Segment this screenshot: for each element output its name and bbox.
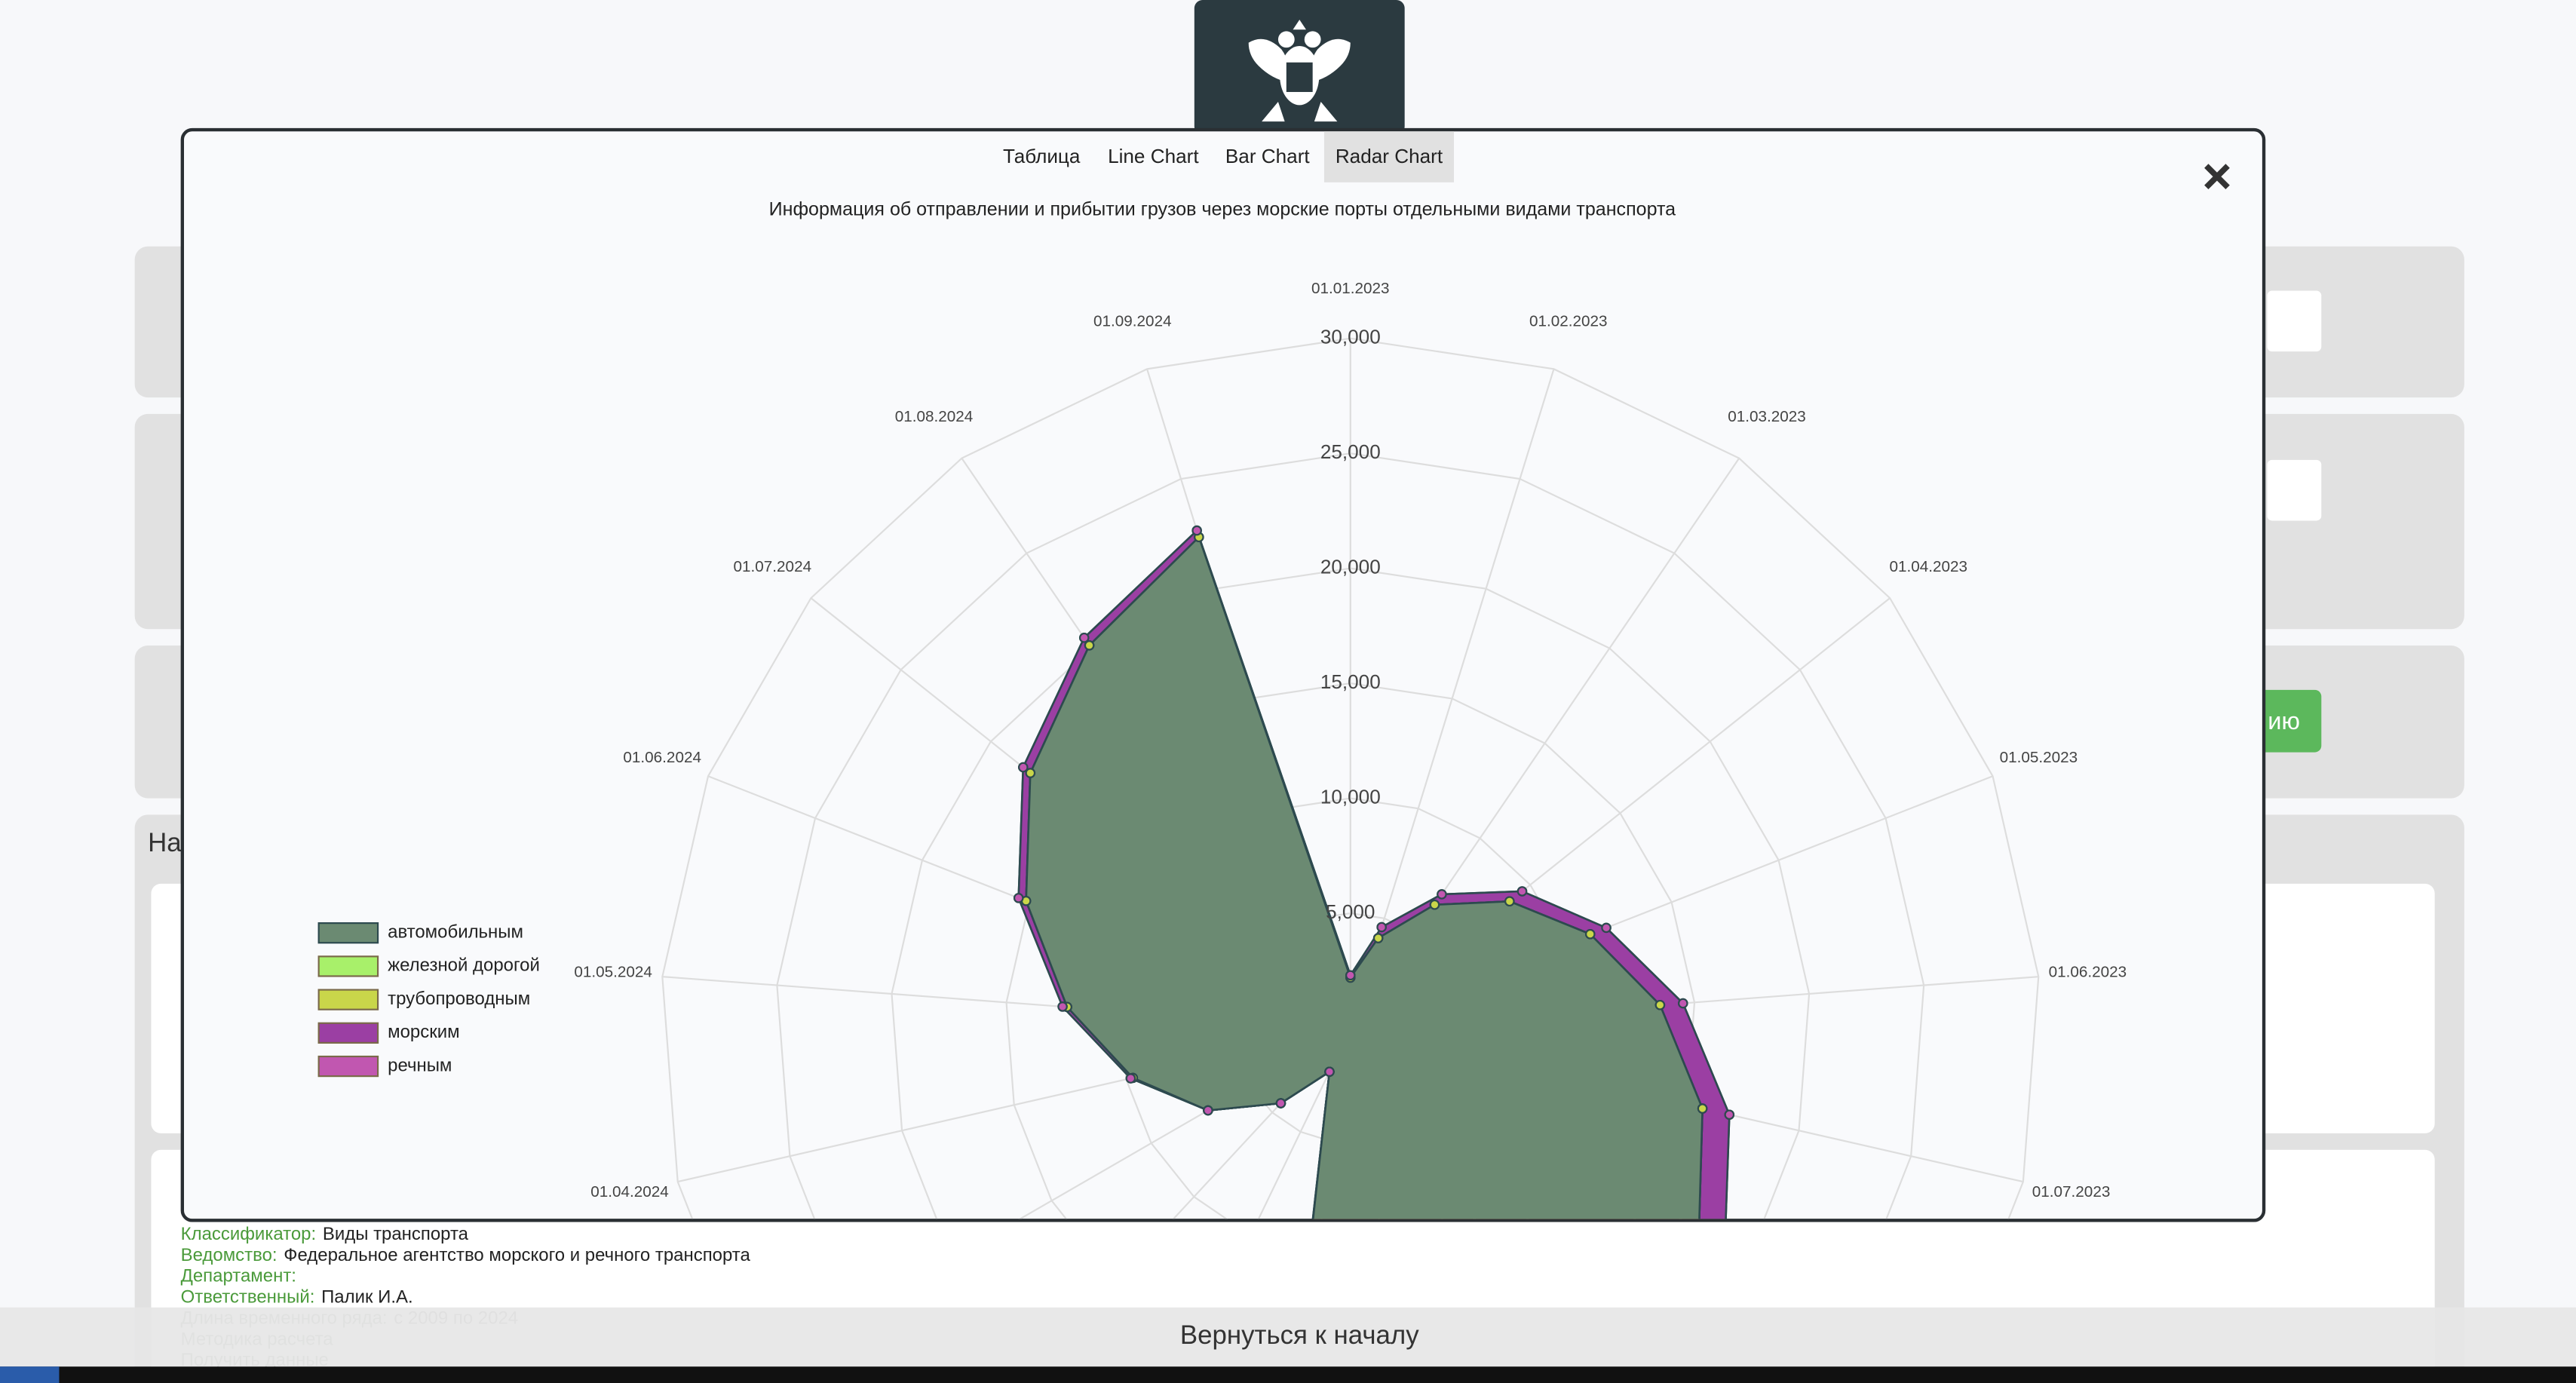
angular-label: 01.04.2024 <box>590 1183 669 1201</box>
angular-label: 01.02.2023 <box>1529 312 1608 330</box>
radar-chart: 5,000 10,000 15,000 20,000 25,000 30,000 01.01… <box>574 280 2127 1219</box>
section-heading: На <box>148 828 182 857</box>
spoke <box>1349 369 1555 1029</box>
data-point[interactable] <box>1203 1105 1213 1116</box>
angular-label: 01.08.2024 <box>895 408 974 425</box>
angular-label: 01.05.2024 <box>574 964 652 981</box>
angular-label: 01.01.2023 <box>1311 280 1390 297</box>
data-point[interactable] <box>1697 1103 1708 1114</box>
data-point[interactable] <box>1724 1109 1735 1120</box>
radial-tick-label: 25,000 <box>1320 440 1381 463</box>
data-point[interactable] <box>1654 1000 1666 1010</box>
legend-label[interactable]: железной дорогой <box>388 955 540 976</box>
legend-swatch[interactable] <box>317 989 379 1010</box>
detail-value: Федеральное агентство морского и речного… <box>284 1245 750 1265</box>
data-point[interactable] <box>1504 896 1515 907</box>
angular-label: 01.06.2024 <box>623 749 701 766</box>
angular-label: 01.05.2023 <box>2000 749 2078 766</box>
angular-label: 01.03.2023 <box>1728 408 1806 425</box>
data-point[interactable] <box>1191 525 1202 536</box>
legend-swatch[interactable] <box>317 1055 379 1078</box>
legend-swatch[interactable] <box>317 922 379 944</box>
series-area <box>1025 535 1704 1219</box>
detail-line: Ответственный: Палик И.А. <box>181 1287 413 1308</box>
grid-polygon <box>776 452 1925 1219</box>
emblem-shield <box>1286 62 1313 92</box>
angular-label: 01.07.2024 <box>734 558 812 575</box>
tab[interactable]: Bar Chart <box>1225 145 1311 167</box>
tab[interactable]: Radar Chart <box>1336 145 1443 167</box>
legend-label[interactable]: морским <box>388 1022 459 1042</box>
data-point[interactable] <box>1025 768 1036 778</box>
data-point[interactable] <box>1057 1001 1068 1012</box>
data-point[interactable] <box>1084 640 1095 651</box>
close-button[interactable] <box>2204 164 2230 190</box>
detail-value: Палик И.А. <box>321 1287 413 1308</box>
data-point[interactable] <box>1678 998 1688 1009</box>
legend-label[interactable]: речным <box>388 1055 452 1075</box>
data-point[interactable] <box>1125 1073 1136 1084</box>
taskbar <box>0 1366 2576 1383</box>
radial-tick-label: 20,000 <box>1320 556 1381 578</box>
detail-line: Классификатор: Виды транспорта <box>181 1224 469 1244</box>
data-point[interactable] <box>1376 921 1387 933</box>
grid-polygon <box>891 567 1811 1219</box>
data-point[interactable] <box>1585 928 1596 940</box>
angular-label: 01.07.2023 <box>2032 1183 2111 1201</box>
input-field[interactable] <box>2267 290 2322 352</box>
data-point[interactable] <box>1324 1066 1335 1077</box>
data-point[interactable] <box>1013 893 1024 903</box>
detail-label: Департамент: <box>181 1266 296 1286</box>
grid-polygon <box>661 337 2040 1219</box>
tab[interactable]: Line Chart <box>1108 145 1199 167</box>
legend-swatch[interactable] <box>317 955 379 977</box>
detail-line: Департамент: <box>181 1266 296 1286</box>
radial-tick-label: 30,000 <box>1320 326 1381 348</box>
angular-label: 01.04.2023 <box>1889 558 1967 575</box>
angular-label: 01.09.2024 <box>1093 312 1172 330</box>
legend-label[interactable]: автомобильным <box>388 922 523 943</box>
data-point[interactable] <box>1516 886 1528 897</box>
data-point[interactable] <box>1078 633 1090 643</box>
close-icon[interactable] <box>2204 164 2230 190</box>
detail-line: Ведомство: Федеральное агентство морского… <box>181 1245 751 1265</box>
data-point[interactable] <box>1437 889 1447 900</box>
input-field[interactable] <box>2267 459 2322 521</box>
detail-label: Ведомство: <box>181 1245 278 1265</box>
detail-label: Классификатор: <box>181 1224 317 1244</box>
footer-bar <box>0 1307 2576 1367</box>
tab-active-bg <box>1323 131 1455 182</box>
data-point[interactable] <box>1018 762 1029 773</box>
radial-tick-label: 5,000 <box>1326 900 1375 923</box>
detail-value: Виды транспорта <box>323 1224 469 1244</box>
legend-label[interactable]: трубопроводным <box>388 989 530 1009</box>
radial-tick-label: 10,000 <box>1320 785 1381 808</box>
data-point[interactable] <box>1429 899 1440 910</box>
radial-tick-label: 15,000 <box>1320 670 1381 693</box>
detail-label: Ответственный: <box>181 1287 315 1308</box>
data-point[interactable] <box>1345 970 1356 981</box>
angular-label: 01.06.2023 <box>2049 964 2127 981</box>
legend-swatch[interactable] <box>317 1022 379 1044</box>
data-point[interactable] <box>1372 933 1384 943</box>
data-point[interactable] <box>1601 922 1612 934</box>
tab[interactable]: Таблица <box>1003 145 1081 167</box>
spoke <box>1172 1027 1351 1219</box>
tab-bar: Таблица Line Chart Bar Chart Radar Chart <box>1003 131 1455 182</box>
footer-button[interactable]: Вернуться к началу <box>1180 1320 1419 1350</box>
legend: автомобильным железной дорогой трубопровод… <box>317 922 540 1078</box>
button-label: ию <box>2268 707 2300 734</box>
chart-title: Информация об отправлении и прибытии гру… <box>769 198 1676 219</box>
taskbar-item <box>0 1366 60 1383</box>
data-point[interactable] <box>1275 1098 1286 1109</box>
spoke <box>1257 1028 1351 1219</box>
